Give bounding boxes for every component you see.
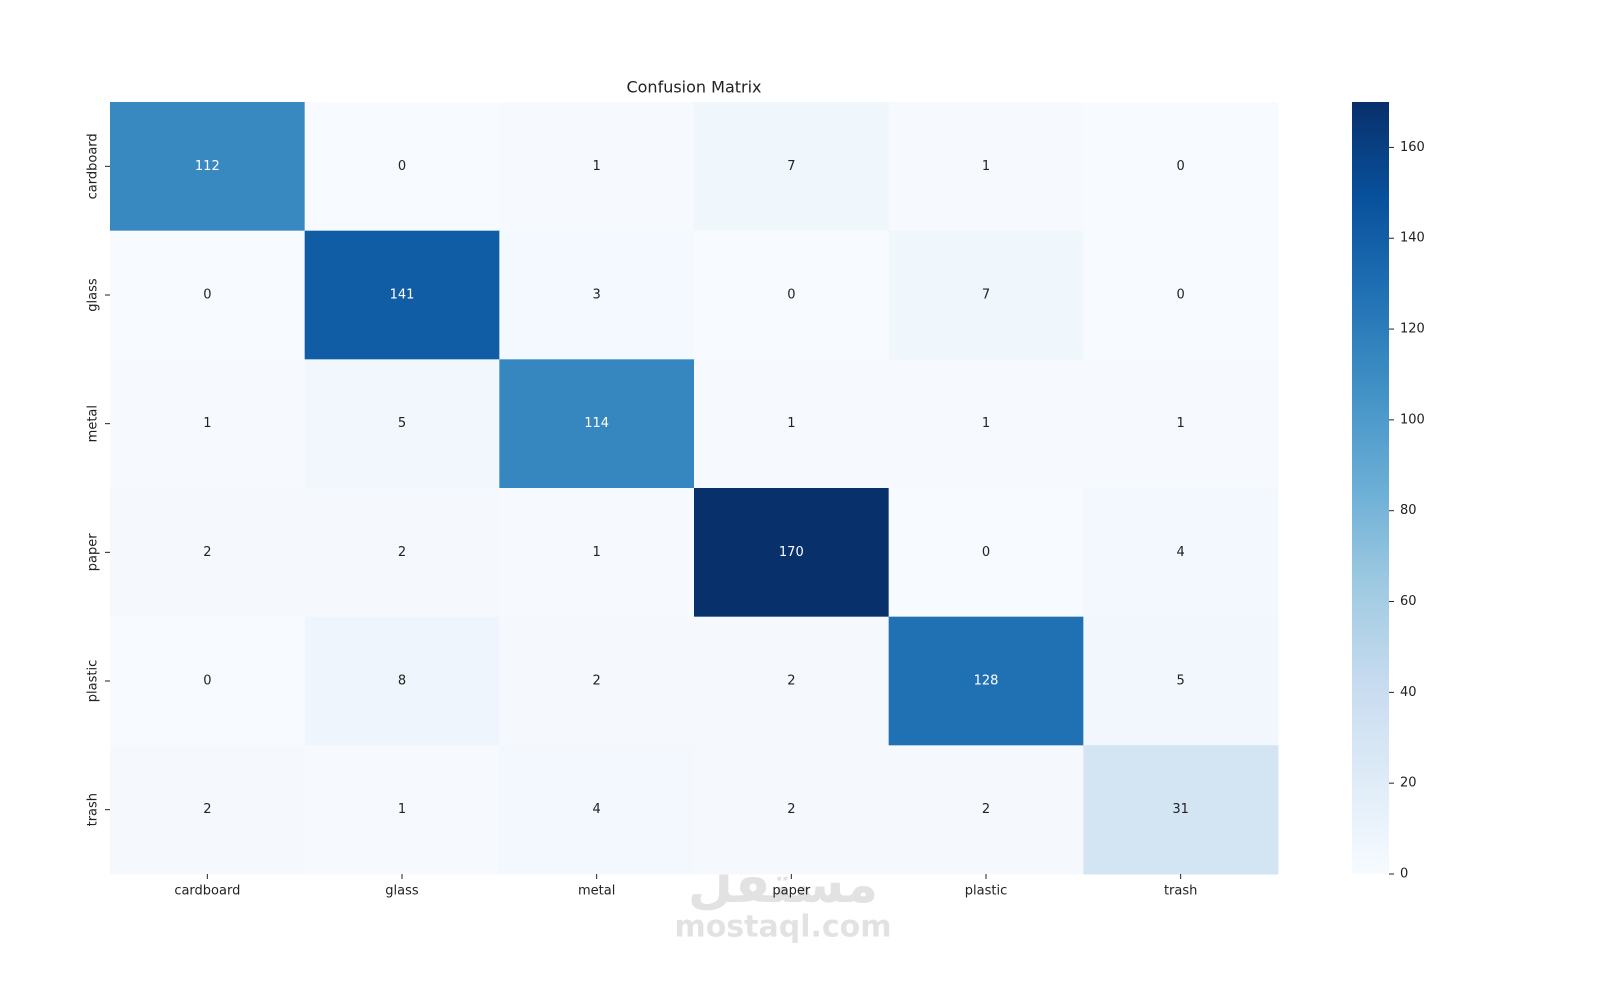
cell-label: 128 — [974, 674, 999, 689]
heatmap-cell — [694, 230, 890, 360]
heatmap-cell — [1083, 745, 1279, 875]
heatmap-cell — [888, 745, 1084, 875]
chart-title: Confusion Matrix — [626, 78, 761, 97]
x-tick-label: trash — [1164, 884, 1197, 899]
heatmap-cell — [110, 359, 306, 489]
heatmap-cell — [888, 102, 1084, 232]
colorbar-tick-label: 80 — [1400, 503, 1417, 518]
heatmap-cell — [694, 488, 890, 618]
x-tick-label: metal — [578, 884, 615, 899]
cell-label: 112 — [195, 159, 220, 174]
heatmap-cell — [304, 745, 500, 875]
heatmap-cell — [888, 230, 1084, 360]
heatmap-cell — [888, 616, 1084, 746]
heatmap-cell — [110, 488, 306, 618]
cell-label: 141 — [390, 288, 415, 303]
y-tick-label: cardboard — [86, 133, 101, 199]
heatmap-cell — [694, 102, 890, 232]
heatmap-cell — [304, 359, 500, 489]
colorbar-tick-label: 140 — [1400, 231, 1425, 246]
cell-label: 2 — [203, 802, 211, 817]
y-tick-label: metal — [86, 405, 101, 442]
cell-label: 5 — [398, 416, 406, 431]
cell-label: 0 — [982, 545, 990, 560]
heatmap-cell — [888, 359, 1084, 489]
cell-label: 2 — [203, 545, 211, 560]
colorbar-tick-label: 20 — [1400, 776, 1417, 791]
cell-label: 0 — [203, 674, 211, 689]
cell-label: 170 — [779, 545, 804, 560]
cell-label: 2 — [593, 674, 601, 689]
cell-label: 0 — [787, 288, 795, 303]
cell-label: 1 — [593, 159, 601, 174]
cell-label: 2 — [787, 802, 795, 817]
cell-label: 1 — [398, 802, 406, 817]
heatmap-cell — [499, 745, 695, 875]
x-tick-label: cardboard — [174, 884, 240, 899]
cell-label: 1 — [982, 416, 990, 431]
colorbar-tick-label: 60 — [1400, 594, 1417, 609]
heatmap-cell — [499, 102, 695, 232]
y-tick-label: paper — [86, 533, 101, 571]
y-tick-label: glass — [86, 278, 101, 312]
heatmap-cell — [304, 230, 500, 360]
heatmap-cell — [304, 102, 500, 232]
cell-label: 2 — [787, 674, 795, 689]
heatmap-cell — [110, 230, 306, 360]
heatmap-cell — [1083, 488, 1279, 618]
heatmap-cell — [694, 745, 890, 875]
cell-label: 1 — [1177, 416, 1185, 431]
cell-label: 31 — [1172, 802, 1189, 817]
heatmap-cell — [110, 102, 306, 232]
heatmap-cell — [304, 488, 500, 618]
heatmap-cell — [694, 616, 890, 746]
cell-label: 0 — [203, 288, 211, 303]
colorbar-tick-label: 40 — [1400, 685, 1417, 700]
cell-label: 1 — [982, 159, 990, 174]
heatmap-cell — [1083, 359, 1279, 489]
colorbar — [1352, 102, 1389, 874]
heatmap-cell — [1083, 230, 1279, 360]
watermark-url: mostaql.com — [674, 910, 891, 945]
cell-label: 2 — [982, 802, 990, 817]
heatmap-cell — [499, 230, 695, 360]
heatmap-cell — [499, 488, 695, 618]
colorbar-tick-label: 0 — [1400, 867, 1408, 882]
heatmap-cell — [499, 359, 695, 489]
cell-label: 0 — [1177, 159, 1185, 174]
cell-label: 5 — [1177, 674, 1185, 689]
cell-label: 7 — [982, 288, 990, 303]
heatmap-cell — [304, 616, 500, 746]
y-tick-label: trash — [86, 793, 101, 826]
x-tick-label: glass — [385, 884, 419, 899]
cell-label: 2 — [398, 545, 406, 560]
heatmap-cell — [1083, 616, 1279, 746]
heatmap-cell — [694, 359, 890, 489]
cell-label: 3 — [593, 288, 601, 303]
colorbar-tick-label: 120 — [1400, 322, 1425, 337]
cell-label: 4 — [593, 802, 601, 817]
heatmap-cell — [1083, 102, 1279, 232]
cell-label: 0 — [1177, 288, 1185, 303]
heatmap-cell — [888, 488, 1084, 618]
cell-label: 8 — [398, 674, 406, 689]
cell-label: 1 — [787, 416, 795, 431]
x-tick-label: plastic — [965, 884, 1007, 899]
heatmap-cell — [499, 616, 695, 746]
cell-label: 7 — [787, 159, 795, 174]
colorbar-tick-label: 100 — [1400, 412, 1425, 427]
cell-label: 114 — [584, 416, 609, 431]
x-tick-label: paper — [772, 884, 810, 899]
heatmap-cell — [110, 745, 306, 875]
y-tick-label: plastic — [86, 660, 101, 702]
colorbar-tick-label: 160 — [1400, 140, 1425, 155]
heatmap-cell — [110, 616, 306, 746]
cell-label: 1 — [593, 545, 601, 560]
cell-label: 0 — [398, 159, 406, 174]
cell-label: 4 — [1177, 545, 1185, 560]
cell-label: 1 — [203, 416, 211, 431]
